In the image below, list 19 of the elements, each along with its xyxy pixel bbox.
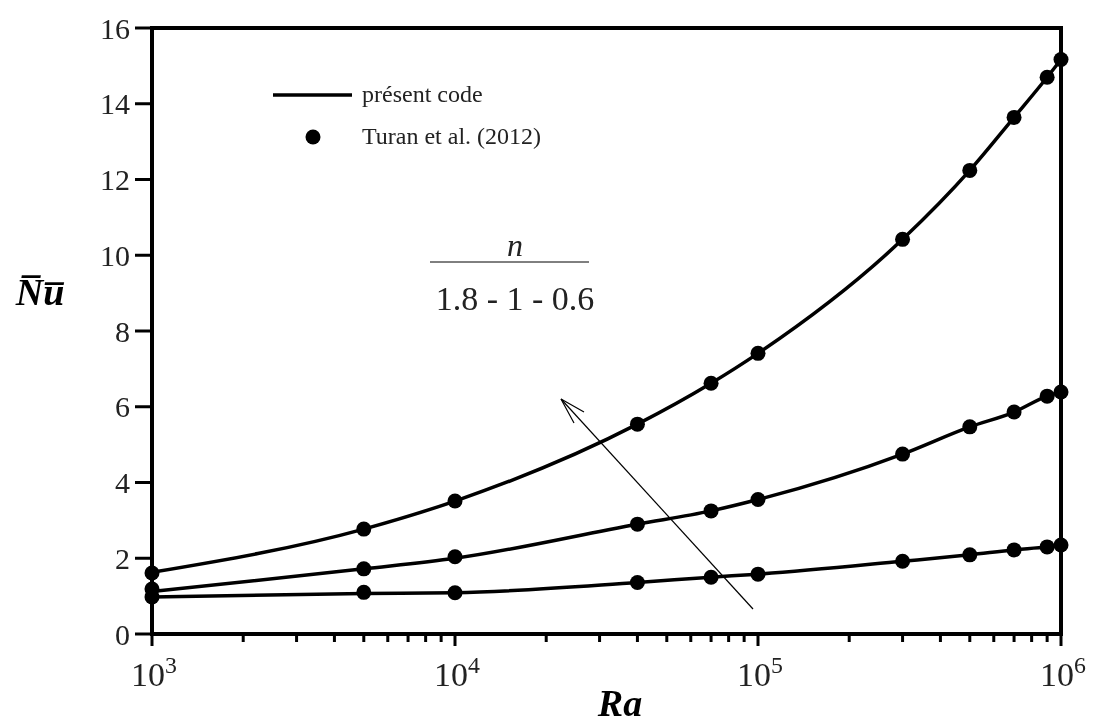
y-tick-label: 4 — [115, 466, 130, 499]
x-tick-label: 10$^{3}$ — [131, 652, 177, 693]
y-tick-label: 0 — [115, 617, 130, 651]
x-axis-title: Ra — [596, 682, 643, 724]
legend-label: Turan et al. (2012) — [362, 123, 542, 150]
y-tick-label: 6 — [115, 390, 130, 424]
x-tick-label: 10$^{6}$ — [1040, 652, 1087, 693]
y-tick-label: 12 — [100, 163, 130, 196]
y-tick-label: 2 — [115, 541, 130, 575]
x-tick-label: 10$^{5}$ — [737, 652, 783, 693]
y-tick-label: 8 — [115, 314, 130, 348]
y-tick-label: 10 — [100, 238, 130, 272]
legend-label: présent code — [362, 81, 483, 108]
y-tick-label: 16 — [100, 11, 130, 45]
x-tick-label: 10$^{4}$ — [434, 652, 481, 693]
y-axis-title: N̅u̅ — [14, 271, 65, 314]
annotation: n — [507, 227, 523, 263]
y-tick-label: 14 — [100, 87, 130, 121]
annotation: 1.8 - 1 - 0.6 — [435, 280, 595, 317]
